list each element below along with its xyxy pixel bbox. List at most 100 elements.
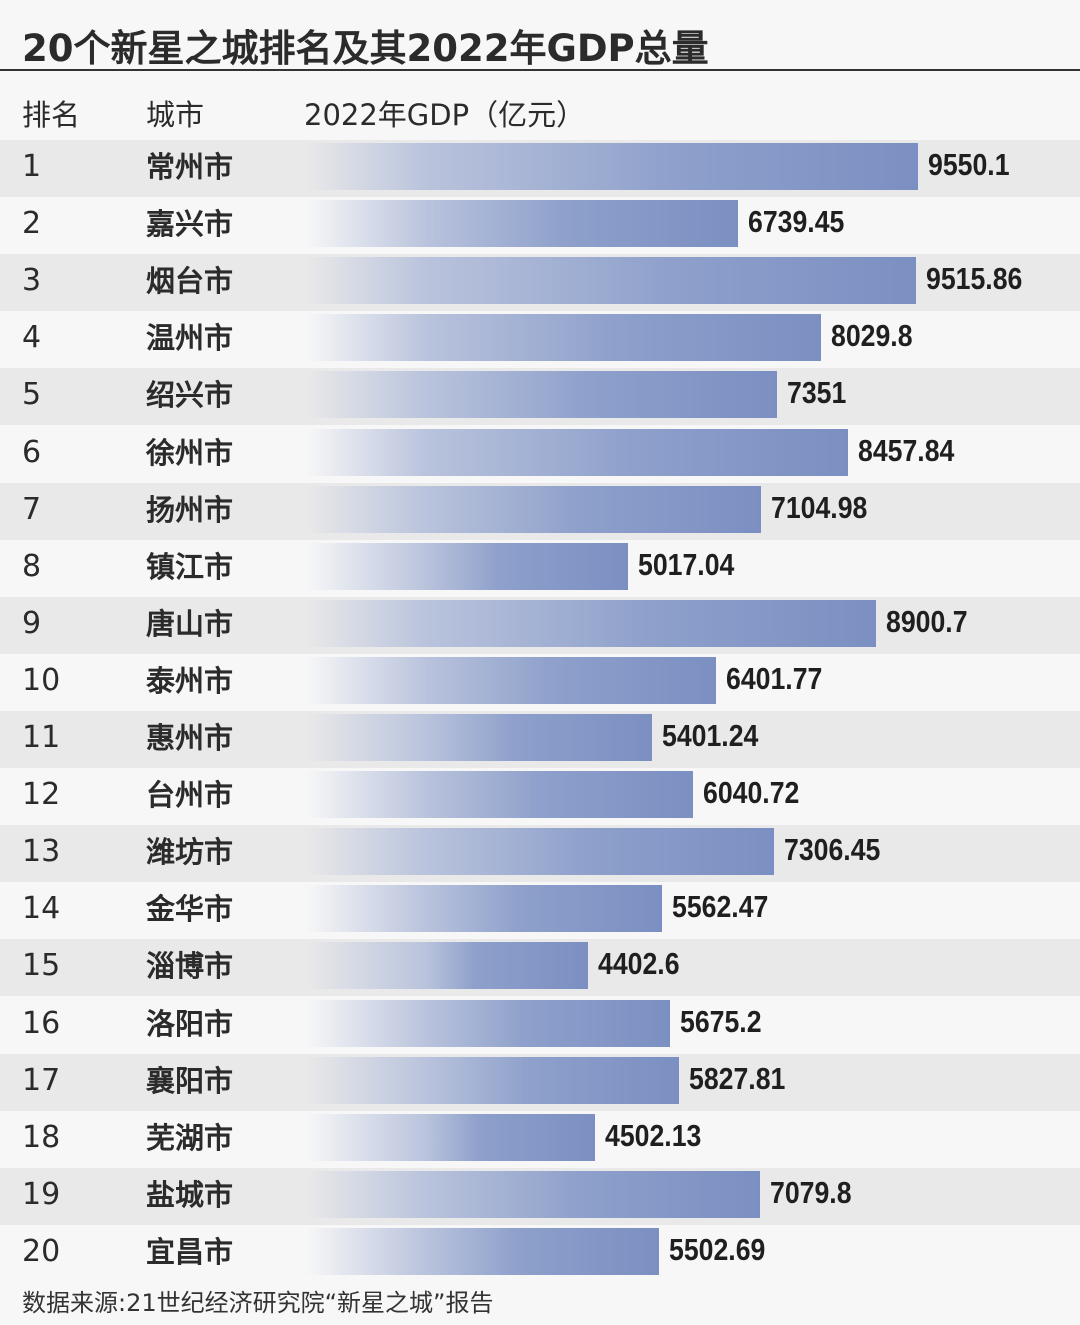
rank-label: 6 [22,434,42,470]
gdp-value-label: 5401.24 [662,718,759,753]
header-city: 城市 [146,98,205,132]
gdp-value-label: 7351 [787,375,847,411]
city-label: 襄阳市 [146,1063,234,1098]
gdp-value-label: 9550.1 [928,147,1010,182]
city-label: 宜昌市 [146,1234,234,1269]
city-label: 绍兴市 [146,378,234,413]
table-row: 6 徐州市 8457.84 [0,426,1080,483]
gdp-bar [306,771,694,819]
city-label: 台州市 [146,778,234,813]
gdp-value-label: 5562.47 [672,889,769,925]
gdp-value-label: 5827.81 [689,1060,786,1096]
rank-label: 9 [22,605,42,641]
gdp-value-label: 5502.69 [668,1231,765,1267]
city-label: 常州市 [146,150,234,184]
rank-label: 2 [22,206,42,242]
city-label: 金华市 [146,892,234,927]
gdp-bar [306,599,877,647]
table-row: 14 金华市 5562.47 [0,882,1080,939]
rank-label: 17 [22,1062,61,1098]
rank-label: 19 [22,1176,61,1212]
rank-label: 11 [22,720,61,755]
table-row: 5 绍兴市 7351 [0,368,1080,426]
city-label: 盐城市 [146,1177,234,1212]
table-row: 19 盐城市 7079.8 [0,1167,1080,1225]
title-divider [0,69,1080,71]
table-row: 1 常州市 9550.1 [0,140,1080,197]
rank-label: 16 [22,1005,61,1041]
rank-label: 20 [22,1233,61,1269]
gdp-bar [306,1056,680,1104]
gdp-bar [306,257,916,305]
rank-label: 12 [22,777,61,813]
gdp-bar [306,428,848,476]
table-row: 16 洛阳市 5675.2 [0,997,1080,1054]
gdp-value-label: 6401.77 [726,660,823,696]
city-label: 徐州市 [146,435,234,470]
table-row: 15 淄博市 4402.6 [0,939,1080,997]
table-row: 12 台州市 6040.72 [0,768,1080,825]
gdp-bar [306,542,628,590]
city-label: 烟台市 [146,264,234,299]
rank-label: 14 [22,891,61,927]
gdp-value-label: 4402.6 [598,946,680,982]
gdp-bar [306,143,918,190]
gdp-bar [306,1170,760,1218]
rank-label: 10 [22,662,61,698]
gdp-value-label: 7079.8 [769,1174,852,1210]
gdp-value-label: 8029.8 [830,318,913,354]
city-label: 唐山市 [146,606,234,641]
city-label: 潍坊市 [146,835,234,870]
table-row: 18 芜湖市 4502.13 [0,1111,1080,1168]
gdp-value-label: 7104.98 [771,489,868,525]
gdp-bar [306,485,762,533]
rank-label: 18 [22,1119,61,1155]
gdp-value-label: 8457.84 [858,432,955,468]
gdp-bar [306,1113,595,1161]
rank-label: 8 [22,548,42,584]
city-label: 淄博市 [146,949,234,984]
gdp-bar [306,200,738,248]
gdp-value-label: 8900.7 [886,603,968,639]
gdp-value-label: 6739.45 [747,204,845,240]
gdp-bar [306,714,653,761]
table-row: 3 烟台市 9515.86 [0,254,1080,312]
rank-label: 1 [22,149,42,184]
rank-label: 7 [22,491,42,527]
table-row: 20 宜昌市 5502.69 [0,1225,1080,1282]
gdp-value-label: 7306.45 [784,832,881,868]
table-row: 9 唐山市 8900.7 [0,596,1080,654]
gdp-bar [306,942,589,990]
gdp-value-label: 4502.13 [604,1117,701,1153]
source-note: 数据来源:21世纪经济研究院“新星之城”报告 [22,1289,494,1317]
table-row: 2 嘉兴市 6739.45 [0,197,1080,254]
city-label: 芜湖市 [146,1120,234,1155]
gdp-bar [306,999,670,1047]
table-row: 11 惠州市 5401.24 [0,711,1080,768]
table-row: 17 襄阳市 5827.81 [0,1053,1080,1111]
gdp-bar [306,1227,659,1275]
gdp-bar [306,656,717,704]
gdp-bar [306,885,663,933]
table-header: 排名 城市 2022年GDP（亿元） [0,86,1080,136]
header-rank: 排名 [22,98,81,132]
city-label: 洛阳市 [146,1006,234,1041]
gdp-value-label: 6040.72 [703,775,800,811]
gdp-value-label: 5017.04 [637,546,734,582]
rank-label: 4 [22,320,42,356]
rank-label: 3 [22,263,42,299]
city-label: 温州市 [146,321,234,356]
city-label: 嘉兴市 [146,207,234,242]
table-row: 10 泰州市 6401.77 [0,654,1080,711]
city-label: 镇江市 [146,549,234,584]
gdp-bar [306,371,778,419]
header-gdp: 2022年GDP（亿元） [304,98,586,132]
gdp-value-label: 5675.2 [679,1003,762,1039]
rank-label: 5 [22,377,42,413]
table-row: 8 镇江市 5017.04 [0,540,1080,597]
city-label: 扬州市 [146,492,234,527]
city-label: 惠州市 [146,721,234,755]
chart-title: 20个新星之城排名及其2022年GDP总量 [22,27,709,70]
gdp-value-label: 9515.86 [925,261,1023,297]
rank-label: 15 [22,948,61,984]
